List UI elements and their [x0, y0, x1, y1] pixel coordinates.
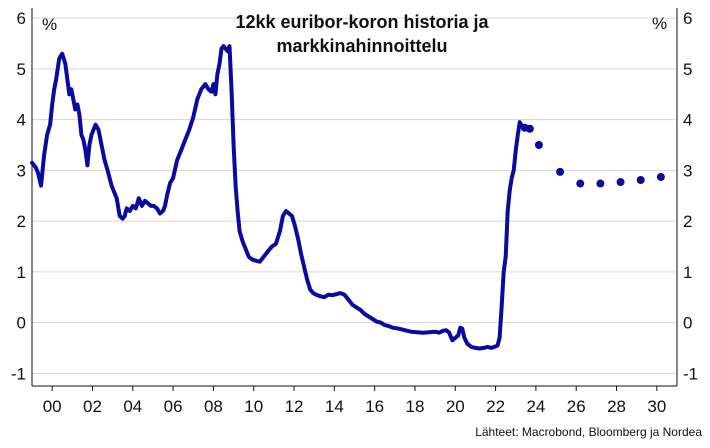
x-tick-label-6: 12: [285, 397, 304, 416]
forecast-point-5: [596, 179, 605, 188]
x-tick-label-1: 02: [83, 397, 102, 416]
axes: [31, 8, 678, 391]
y-tick-label-right-5: 4: [683, 111, 692, 130]
y-tick-label-right-6: 5: [683, 60, 692, 79]
x-tick-label-11: 22: [486, 397, 505, 416]
y-unit-label-right: %: [652, 14, 667, 33]
x-tick-label-3: 06: [164, 397, 183, 416]
y-tick-label-right-0: -1: [683, 364, 698, 383]
y-tick-label-left-3: 2: [17, 212, 26, 231]
x-tick-label-10: 20: [446, 397, 465, 416]
x-tick-label-14: 28: [607, 397, 626, 416]
x-tick-label-15: 30: [647, 397, 666, 416]
x-tick-label-8: 16: [365, 397, 384, 416]
gridlines: [32, 17, 677, 374]
x-tick-label-0: 00: [43, 397, 62, 416]
y-tick-label-left-1: 0: [17, 314, 26, 333]
x-tick-label-12: 24: [526, 397, 545, 416]
forecast-point-3: [556, 167, 565, 176]
forecast-point-7: [636, 176, 645, 185]
y-tick-label-right-4: 3: [683, 161, 692, 180]
x-tick-label-5: 10: [244, 397, 263, 416]
x-tick-label-4: 08: [204, 397, 223, 416]
forecast-point-8: [656, 172, 665, 181]
x-tick-label-2: 04: [123, 397, 142, 416]
x-tick-label-13: 26: [567, 397, 586, 416]
series-line-euribor: [30, 44, 525, 351]
y-tick-label-right-1: 0: [683, 314, 692, 333]
y-tick-label-left-7: 6: [17, 9, 26, 28]
y-tick-label-left-5: 4: [17, 111, 26, 130]
y-tick-label-left-6: 5: [17, 60, 26, 79]
y-unit-label-left: %: [42, 15, 57, 34]
y-tick-label-left-2: 1: [17, 263, 26, 282]
x-tick-label-9: 18: [406, 397, 425, 416]
chart-title-line-2: markkinahinnoittelu: [276, 36, 447, 56]
y-tick-label-right-7: 6: [683, 9, 692, 28]
tick-labels: -1 -10 01 12 23 34 45 56 600 02 04 06 08 10 12 14 16 18 20…: [11, 9, 698, 416]
forecast-point-4: [576, 179, 585, 188]
forecast-point-1: [525, 124, 534, 133]
y-tick-label-right-2: 1: [683, 263, 692, 282]
forecast-point-2: [534, 140, 543, 149]
y-tick-label-left-0: -1: [11, 364, 26, 383]
forecast-point-6: [616, 178, 625, 187]
y-tick-label-left-4: 3: [17, 161, 26, 180]
source-note: Lähteet: Macrobond, Bloomberg ja Nordea: [475, 425, 702, 439]
chart-title-line-1: 12kk euribor-koron historia ja: [235, 12, 489, 32]
series-layer: [30, 44, 665, 351]
y-tick-label-right-3: 2: [683, 212, 692, 231]
x-tick-label-7: 14: [325, 397, 344, 416]
